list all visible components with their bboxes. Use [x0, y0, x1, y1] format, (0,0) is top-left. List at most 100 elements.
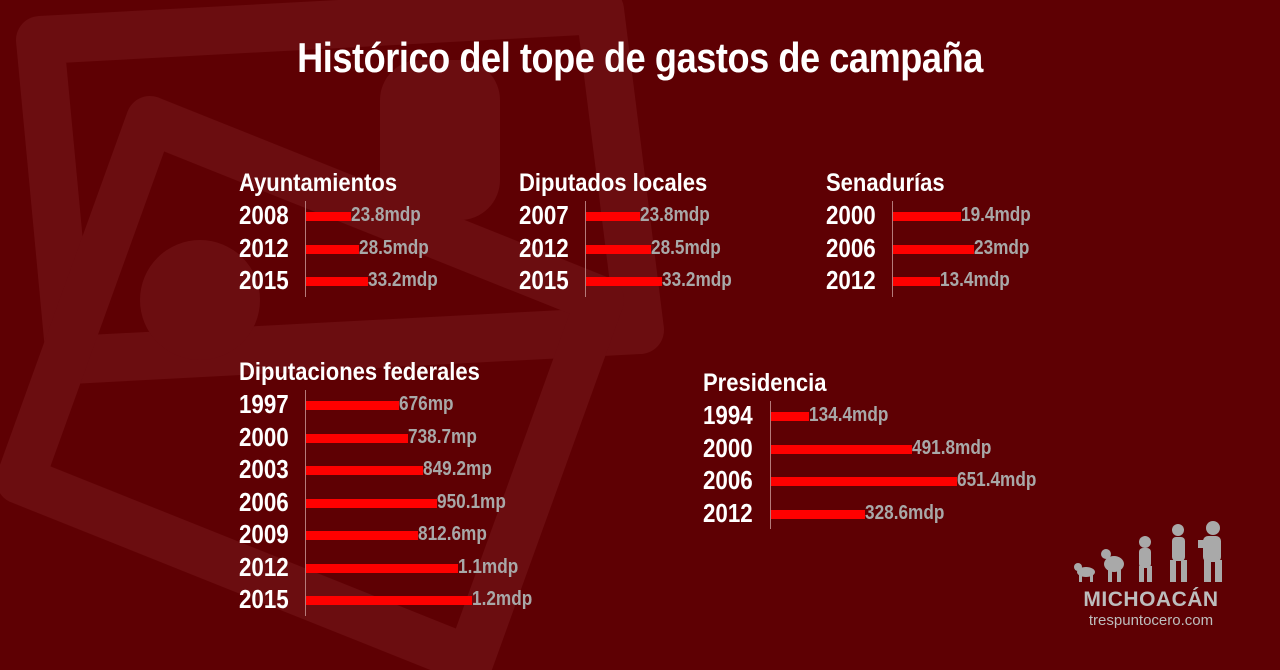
data-label: 849.2mp	[423, 458, 493, 480]
bar-row: 1997 676mp	[239, 388, 513, 421]
category-label: 2000	[826, 200, 876, 230]
bar-row: 2015 33.2mdp	[239, 264, 438, 297]
data-label: 23.8mdp	[640, 204, 711, 226]
chart-panel: Senadurías 2000 19.4mdp 2006 23mdp 2012 13.4md…	[826, 167, 1031, 297]
category-label: 2000	[239, 421, 289, 452]
category-label: 2000	[703, 432, 753, 463]
bar	[771, 444, 912, 454]
evolution-silhouettes-icon	[1074, 521, 1222, 582]
bar-row: 2012 1.1mdp	[239, 551, 518, 584]
bar	[771, 509, 865, 519]
category-label: 2008	[239, 200, 289, 230]
category-label: 2006	[703, 465, 753, 495]
data-label: 950.1mp	[437, 490, 506, 513]
bar	[306, 466, 424, 475]
data-label: 33.2mdp	[661, 269, 732, 291]
category-label: 1994	[703, 400, 753, 430]
category-label: 2012	[239, 232, 289, 263]
bar	[306, 212, 351, 221]
bar-row: 2012 28.5mdp	[239, 232, 429, 265]
category-label: 2015	[239, 265, 289, 295]
page-title: Histórico del tope de gastos de campaña	[297, 34, 983, 81]
data-label: 1.2mdp	[471, 588, 532, 610]
category-label: 2006	[826, 232, 876, 263]
data-label: 13.4mdp	[939, 269, 1010, 291]
chart-panel: Diputaciones federales 1997 676mp 2000 738.7…	[239, 356, 532, 616]
bar-row: 2007 23.8mdp	[519, 199, 733, 232]
bar-row: 2012 28.5mdp	[519, 232, 733, 265]
bar	[306, 433, 408, 443]
bar-row: 2003 849.2mp	[239, 453, 513, 486]
bar	[893, 244, 974, 254]
brand-name: MICHOACÁN	[1083, 588, 1219, 611]
category-label: 2012	[703, 497, 753, 528]
category-label: 2006	[239, 486, 289, 517]
data-label: 328.6mdp	[864, 501, 945, 524]
data-label: 19.4mdp	[960, 204, 1031, 226]
brand-url: trespuntocero.com	[1088, 612, 1214, 629]
bar	[586, 212, 641, 221]
category-label: 2012	[239, 551, 289, 582]
category-label: 2012	[519, 232, 569, 263]
bar	[306, 498, 438, 508]
data-label: 28.5mdp	[359, 236, 430, 259]
bar	[586, 277, 662, 286]
bar-row: 2000 738.7mp	[239, 421, 513, 454]
bar-row: 2000 491.8mdp	[703, 432, 991, 465]
bar-row: 1994 134.4mdp	[703, 399, 889, 432]
bar-row: 2006 950.1mp	[239, 486, 513, 519]
chart-title: Ayuntamientos	[239, 169, 398, 197]
category-label: 2015	[239, 584, 289, 614]
chart-axis-line	[585, 201, 586, 297]
category-label: 2003	[239, 454, 289, 484]
data-label: 651.4mdp	[957, 469, 1037, 491]
data-label: 134.4mdp	[809, 404, 889, 426]
bar	[306, 563, 458, 573]
bar-row: 2015 33.2mdp	[519, 264, 733, 297]
chart-axis-line	[892, 201, 893, 297]
bar-row: 2006 23mdp	[826, 232, 1029, 265]
bar	[306, 401, 400, 410]
category-label: 2009	[239, 519, 289, 549]
chart-title: Presidencia	[703, 369, 827, 397]
chart-panel: Ayuntamientos 2008 23.8mdp 2012 28.5mdp 2015 3…	[239, 167, 438, 297]
category-label: 2007	[519, 200, 569, 230]
chart-axis-line	[770, 401, 771, 529]
data-label: 1.1mdp	[457, 555, 519, 578]
data-label: 33.2mdp	[368, 269, 438, 291]
data-label: 491.8mdp	[911, 436, 991, 459]
bar	[306, 531, 419, 540]
bar-row: 2000 19.4mdp	[826, 199, 1031, 232]
chart-axis-line	[305, 390, 306, 616]
bar	[306, 277, 369, 286]
bar-row: 2012 13.4mdp	[826, 264, 1010, 297]
bar	[893, 277, 940, 286]
category-label: 1997	[239, 389, 289, 419]
bar	[586, 244, 651, 254]
bar	[893, 212, 961, 221]
chart-title: Diputados locales	[519, 169, 708, 197]
data-label: 23mdp	[973, 236, 1029, 259]
bar-row: 2008 23.8mdp	[239, 199, 421, 232]
category-label: 2015	[519, 265, 569, 295]
bar-row: 2015 1.2mdp	[239, 583, 532, 616]
chart-panel: Diputados locales 2007 23.8mdp 2012 28.5mdp 2…	[519, 167, 733, 297]
chart-title: Senadurías	[826, 169, 945, 197]
category-label: 2012	[826, 265, 876, 295]
bar	[771, 477, 958, 486]
chart-axis-line	[305, 201, 306, 297]
data-label: 738.7mp	[407, 425, 477, 448]
chart-title: Diputaciones federales	[239, 358, 480, 386]
data-label: 28.5mdp	[650, 236, 721, 259]
chart-panel: Presidencia 1994 134.4mdp 2000 491.8mdp 2006 6…	[703, 367, 1037, 530]
bar	[771, 412, 810, 421]
bar-row: 2009 812.6mp	[239, 518, 513, 551]
data-label: 812.6mp	[418, 523, 487, 545]
data-label: 23.8mdp	[350, 204, 421, 226]
data-label: 676mp	[399, 393, 454, 415]
bar-row: 2006 651.4mdp	[703, 464, 1037, 497]
bar	[306, 596, 472, 605]
bar	[306, 244, 360, 254]
bar-row: 2012 328.6mdp	[703, 497, 944, 530]
